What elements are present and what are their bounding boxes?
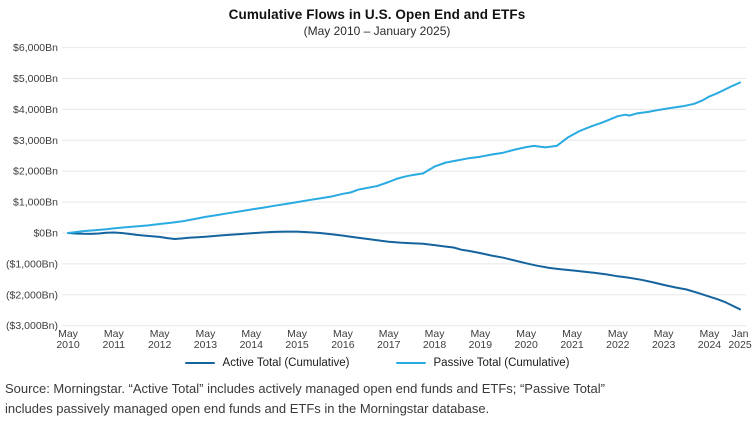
legend-item-active: Active Total (Cumulative) [184,357,350,369]
x-axis-label: May 2024 [698,328,722,351]
x-axis-label: May 2016 [331,328,355,351]
x-axis-label: May 2019 [469,328,493,351]
x-axis-label: May 2017 [377,328,401,351]
y-axis-label: ($1,000Bn) [6,258,58,270]
x-axis-label: May 2010 [56,328,80,351]
x-axis-label: May 2018 [423,328,447,351]
legend-label-active: Active Total (Cumulative) [222,357,350,369]
y-axis-label: $4,000Bn [13,104,58,116]
y-axis-label: ($3,000Bn) [6,320,58,332]
x-axis-label: May 2021 [560,328,584,351]
active-line-swatch [184,361,215,365]
chart-title: Cumulative Flows in U.S. Open End and ET… [228,7,526,22]
legend-item-passive: Passive Total (Cumulative) [395,357,570,369]
x-axis-label: May 2013 [194,328,218,351]
x-axis-label: May 2015 [285,328,309,351]
x-axis-label: May 2011 [103,328,126,351]
passive-line-swatch [395,361,426,365]
y-axis-label: $6,000Bn [13,42,58,54]
y-axis-label: $3,000Bn [13,135,58,147]
x-axis-label: May 2022 [606,328,630,351]
passive-series-line [67,81,741,234]
chart-subtitle: (May 2010 – January 2025) [303,24,451,38]
source-note-line2: includes passively managed open end fund… [5,401,490,417]
y-axis-label: $2,000Bn [13,166,58,178]
flows-chart: $6,000Bn $5,000Bn $4,000Bn $3,000Bn $2,000Bn… [6,42,752,351]
active-series-line [67,230,741,311]
legend: Active Total (Cumulative) Passive Total … [0,357,754,369]
y-axis-label: ($2,000Bn) [6,289,58,301]
source-note-line1: Source: Morningstar. “Active Total” incl… [5,381,605,396]
x-axis-label: May 2023 [652,328,676,351]
source-note: Source: Morningstar. “Active Total” incl… [0,379,754,419]
x-axis-label: May 2012 [148,328,172,351]
x-axis-label: May 2014 [240,328,264,351]
x-axis-label: Jan 2025 [728,328,752,351]
legend-label-passive: Passive Total (Cumulative) [433,357,570,369]
y-axis-label: $1,000Bn [13,197,58,209]
y-axis-label: $0Bn [33,228,58,240]
y-axis-label: $5,000Bn [13,73,58,85]
x-axis-label: May 2020 [515,328,539,351]
